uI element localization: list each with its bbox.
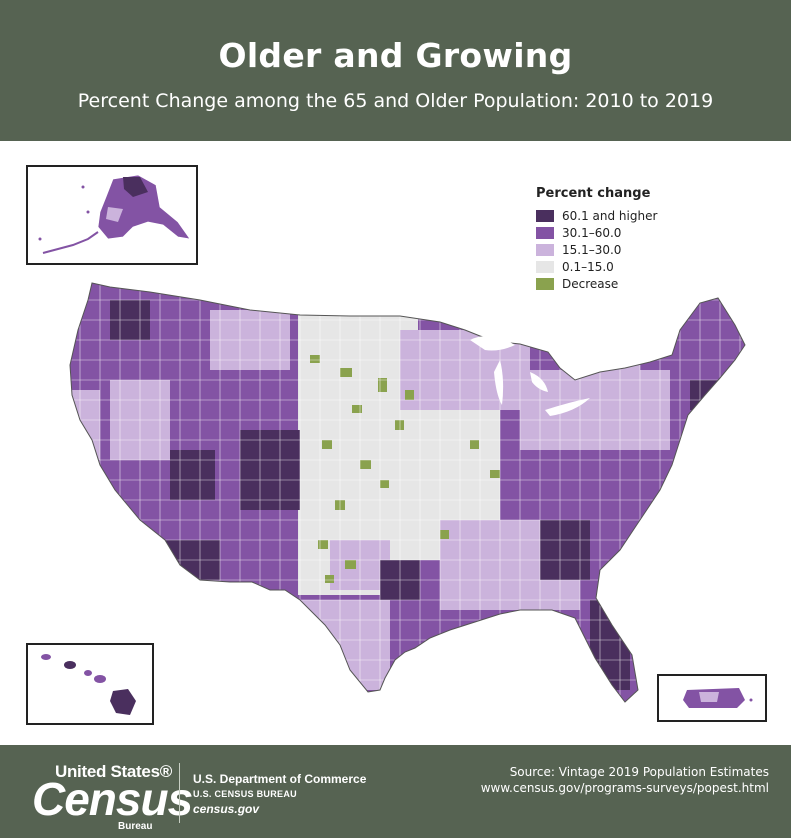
legend-label: 15.1–30.0 (562, 242, 622, 257)
dept-bureau: U.S. CENSUS BUREAU (193, 789, 297, 799)
map-area (0, 141, 791, 745)
census-logo: Census (32, 773, 193, 825)
source-note: Source: Vintage 2019 Population Estimate… (509, 765, 769, 779)
legend-swatch (536, 243, 554, 256)
footer-divider (179, 763, 180, 823)
legend-item-60-plus: 60.1 and higher (536, 207, 657, 224)
dept-site-link[interactable]: census.gov (193, 802, 260, 816)
source-url-link[interactable]: www.census.gov/programs-surveys/popest.h… (480, 781, 769, 795)
footer-banner: United States® Census Bureau U.S. Depart… (0, 745, 791, 838)
legend-item-0-15: 0.1–15.0 (536, 258, 657, 275)
legend-title: Percent change (536, 186, 651, 201)
legend-item-30-60: 30.1–60.0 (536, 224, 657, 241)
map-legend: Percent change 60.1 and higher 30.1–60.0… (536, 186, 657, 292)
legend-label: 60.1 and higher (562, 208, 658, 223)
lake-huron (530, 372, 548, 392)
legend-swatch (536, 260, 554, 273)
hawaii-inset (26, 643, 154, 725)
header-banner: Older and Growing Percent Change among t… (0, 0, 791, 141)
legend-swatch (536, 226, 554, 239)
census-logo-bureau: Bureau (118, 821, 153, 832)
puerto-rico-inset (657, 674, 767, 722)
page-subtitle: Percent Change among the 65 and Older Po… (77, 90, 714, 112)
legend-label: Decrease (562, 276, 619, 291)
legend-label: 30.1–60.0 (562, 225, 622, 240)
us-map (69, 282, 746, 703)
legend-label: 0.1–15.0 (562, 259, 614, 274)
lake-superior (470, 336, 515, 351)
dept-name: U.S. Department of Commerce (193, 772, 367, 786)
legend-swatch (536, 277, 554, 290)
lake-michigan (494, 360, 504, 405)
legend-item-decrease: Decrease (536, 275, 657, 292)
alaska-inset (26, 165, 198, 265)
lake-erie (545, 398, 590, 416)
legend-swatch (536, 209, 554, 222)
page-title: Older and Growing (218, 36, 573, 75)
legend-item-15-30: 15.1–30.0 (536, 241, 657, 258)
us-outline (69, 282, 746, 703)
census-logo-top: United States® (55, 762, 172, 781)
county-choropleth (70, 283, 745, 702)
